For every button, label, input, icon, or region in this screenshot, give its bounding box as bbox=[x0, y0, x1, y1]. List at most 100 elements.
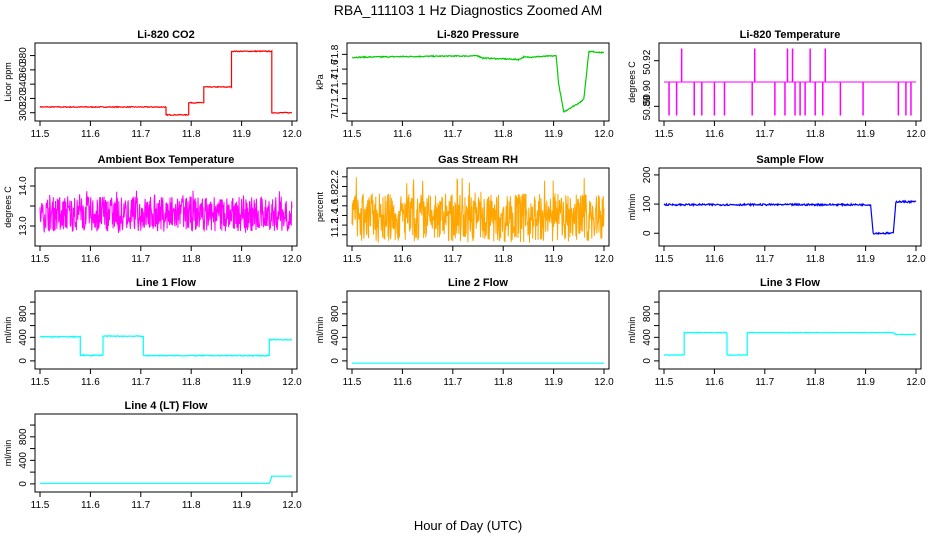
x-tick-label: 11.6 bbox=[81, 129, 100, 140]
x-tick-label: 12.0 bbox=[906, 129, 926, 140]
panel-3: Li-820 Temperature 11.5 11.6 11.7 11.8 11.9 12… bbox=[627, 29, 926, 140]
y-axis-label: kPa bbox=[315, 74, 325, 90]
series-line bbox=[39, 190, 293, 233]
x-tick-label: 11.5 bbox=[343, 377, 362, 388]
y-tick-label: 1.2 bbox=[330, 218, 341, 232]
y-tick-label: 0 bbox=[330, 358, 341, 364]
y-tick-label: 0 bbox=[18, 481, 29, 487]
x-tick-label: 11.8 bbox=[494, 254, 513, 265]
y-tick-label: 50.92 bbox=[642, 49, 653, 74]
y-tick-label: 14.0 bbox=[18, 176, 29, 196]
x-tick-label: 11.8 bbox=[806, 129, 825, 140]
y-tick-label: 71.8 bbox=[330, 44, 341, 64]
x-tick-label: 11.8 bbox=[182, 129, 201, 140]
x-tick-label: 11.8 bbox=[182, 500, 201, 511]
x-tick-label: 11.9 bbox=[232, 129, 251, 140]
y-tick-label: 800 bbox=[18, 305, 29, 322]
panel-8: Line 2 Flow 11.5 11.6 11.7 11.8 11.9 12.0 0 400 8… bbox=[315, 277, 614, 388]
x-tick-label: 12.0 bbox=[282, 377, 302, 388]
x-tick-label: 12.0 bbox=[906, 377, 926, 388]
panel-2: Li-820 Pressure 11.5 11.6 11.7 11.8 11.9 12.0 7… bbox=[315, 29, 614, 140]
x-tick-label: 11.5 bbox=[343, 254, 362, 265]
plot-frame bbox=[658, 167, 922, 247]
y-tick-label: 13.0 bbox=[18, 216, 29, 236]
x-tick-label: 11.5 bbox=[31, 129, 50, 140]
x-tick-label: 11.9 bbox=[544, 129, 563, 140]
x-tick-label: 11.7 bbox=[131, 254, 150, 265]
x-tick-label: 11.7 bbox=[443, 254, 462, 265]
series-line bbox=[663, 199, 917, 236]
panel-title: Li-820 Temperature bbox=[740, 29, 841, 41]
y-tick-label: 0 bbox=[642, 230, 653, 236]
x-tick-label: 11.5 bbox=[31, 377, 50, 388]
y-axis-label: percent bbox=[315, 191, 325, 222]
x-tick-label: 11.7 bbox=[755, 129, 774, 140]
plot-frame bbox=[34, 42, 298, 122]
plot-frame bbox=[34, 167, 298, 247]
y-tick-label: 100 bbox=[642, 195, 653, 212]
x-tick-label: 12.0 bbox=[594, 377, 614, 388]
y-tick-label: 800 bbox=[330, 305, 341, 322]
x-tick-label: 11.9 bbox=[232, 254, 251, 265]
plot-frame bbox=[346, 167, 610, 247]
x-tick-label: 11.7 bbox=[131, 129, 150, 140]
x-tick-label: 11.7 bbox=[755, 377, 774, 388]
panel-title: Li-820 Pressure bbox=[437, 29, 519, 41]
panel-title: Line 1 Flow bbox=[136, 277, 196, 289]
x-tick-label: 11.6 bbox=[705, 129, 724, 140]
x-tick-label: 11.9 bbox=[232, 500, 251, 511]
x-tick-label: 11.6 bbox=[393, 254, 412, 265]
y-axis-label: degrees C bbox=[627, 61, 637, 103]
series-line bbox=[351, 50, 605, 113]
y-tick-label: 800 bbox=[18, 428, 29, 445]
plot-frame bbox=[658, 42, 922, 122]
y-tick-label: 1 bbox=[330, 232, 341, 238]
x-tick-label: 11.5 bbox=[31, 500, 50, 511]
plot-frame bbox=[34, 290, 298, 370]
y-tick-label: 1.8 bbox=[330, 189, 341, 203]
series-line bbox=[351, 177, 605, 243]
y-axis-label: ml/min bbox=[627, 317, 637, 344]
y-tick-label: 1.6 bbox=[330, 198, 341, 212]
x-tick-label: 11.9 bbox=[856, 377, 875, 388]
x-tick-label: 11.6 bbox=[393, 129, 412, 140]
x-tick-label: 11.8 bbox=[182, 377, 201, 388]
panel-7: Line 1 Flow 11.5 11.6 11.7 11.8 11.9 12.0 0 400 8… bbox=[3, 277, 302, 388]
y-tick-label: 400 bbox=[330, 329, 341, 346]
y-axis-label: Licor ppm bbox=[3, 62, 13, 102]
x-tick-label: 11.6 bbox=[81, 254, 100, 265]
y-axis-label: ml/min bbox=[627, 194, 637, 221]
x-tick-label: 12.0 bbox=[594, 254, 614, 265]
y-axis-label: ml/min bbox=[3, 317, 13, 344]
x-tick-label: 11.7 bbox=[131, 377, 150, 388]
series-line bbox=[39, 334, 292, 357]
y-tick-label: 400 bbox=[18, 329, 29, 346]
x-tick-label: 11.7 bbox=[443, 129, 462, 140]
y-tick-label: 400 bbox=[642, 329, 653, 346]
x-tick-label: 11.7 bbox=[755, 254, 774, 265]
series-line bbox=[39, 49, 293, 117]
y-tick-label: 71.2 bbox=[330, 88, 341, 108]
panel-title: Gas Stream RH bbox=[438, 154, 518, 166]
x-tick-label: 11.9 bbox=[544, 377, 563, 388]
plot-frame bbox=[346, 290, 610, 370]
x-tick-label: 12.0 bbox=[282, 254, 302, 265]
x-tick-label: 11.7 bbox=[131, 500, 150, 511]
x-tick-label: 12.0 bbox=[282, 129, 302, 140]
y-tick-label: 71.4 bbox=[330, 74, 341, 94]
y-tick-label: 71 bbox=[330, 107, 341, 119]
x-tick-label: 11.6 bbox=[705, 254, 724, 265]
panel-title: Line 2 Flow bbox=[448, 277, 508, 289]
x-tick-label: 11.8 bbox=[494, 377, 513, 388]
y-tick-label: 340 bbox=[18, 75, 29, 92]
x-tick-label: 11.8 bbox=[806, 254, 825, 265]
panel-9: Line 3 Flow 11.5 11.6 11.7 11.8 11.9 12.0 0 400 8… bbox=[627, 277, 926, 388]
x-tick-label: 11.9 bbox=[232, 377, 251, 388]
panel-title: Sample Flow bbox=[756, 154, 824, 166]
series-line bbox=[40, 475, 292, 484]
x-tick-label: 11.5 bbox=[343, 129, 362, 140]
panel-title: Line 4 (LT) Flow bbox=[125, 400, 208, 412]
y-tick-label: 800 bbox=[642, 305, 653, 322]
y-tick-label: 0 bbox=[642, 358, 653, 364]
